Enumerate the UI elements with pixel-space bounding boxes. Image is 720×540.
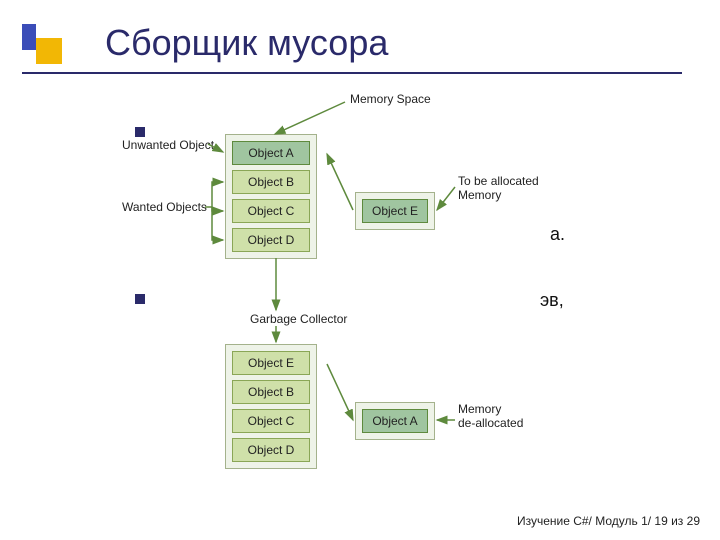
object-cell: Object B bbox=[232, 380, 310, 404]
object-e: Object E bbox=[362, 199, 428, 223]
label-unwanted-object: Unwanted Object bbox=[122, 138, 214, 152]
logo-decoration bbox=[22, 24, 64, 66]
diagram-arrows bbox=[140, 92, 580, 512]
slide: Сборщик мусора а. эв, Memory Space Unwan… bbox=[0, 0, 720, 540]
page-title: Сборщик мусора bbox=[105, 22, 388, 64]
post-gc-container: Object E Object B Object C Object D bbox=[225, 344, 317, 469]
object-cell: Object C bbox=[232, 409, 310, 433]
slide-footer: Изучение C#/ Модуль 1/ 19 из 29 bbox=[517, 514, 700, 528]
object-cell: Object D bbox=[232, 228, 310, 252]
memory-space-container: Object A Object B Object C Object D bbox=[225, 134, 317, 259]
object-cell: Object E bbox=[232, 351, 310, 375]
object-cell: Object B bbox=[232, 170, 310, 194]
object-cell: Object A bbox=[232, 141, 310, 165]
object-cell: Object C bbox=[232, 199, 310, 223]
label-to-be-allocated: To be allocatedMemory bbox=[458, 174, 539, 202]
label-garbage-collector: Garbage Collector bbox=[250, 312, 347, 326]
label-memory-deallocated: Memoryde-allocated bbox=[458, 402, 523, 430]
label-wanted-objects: Wanted Objects bbox=[122, 200, 207, 214]
gc-diagram: Memory Space Unwanted Object Wanted Obje… bbox=[140, 92, 580, 512]
standalone-object-e: Object E bbox=[355, 192, 435, 230]
title-underline bbox=[22, 72, 682, 74]
object-a: Object A bbox=[362, 409, 428, 433]
object-cell: Object D bbox=[232, 438, 310, 462]
deallocated-object-a: Object A bbox=[355, 402, 435, 440]
label-memory-space: Memory Space bbox=[350, 92, 431, 106]
